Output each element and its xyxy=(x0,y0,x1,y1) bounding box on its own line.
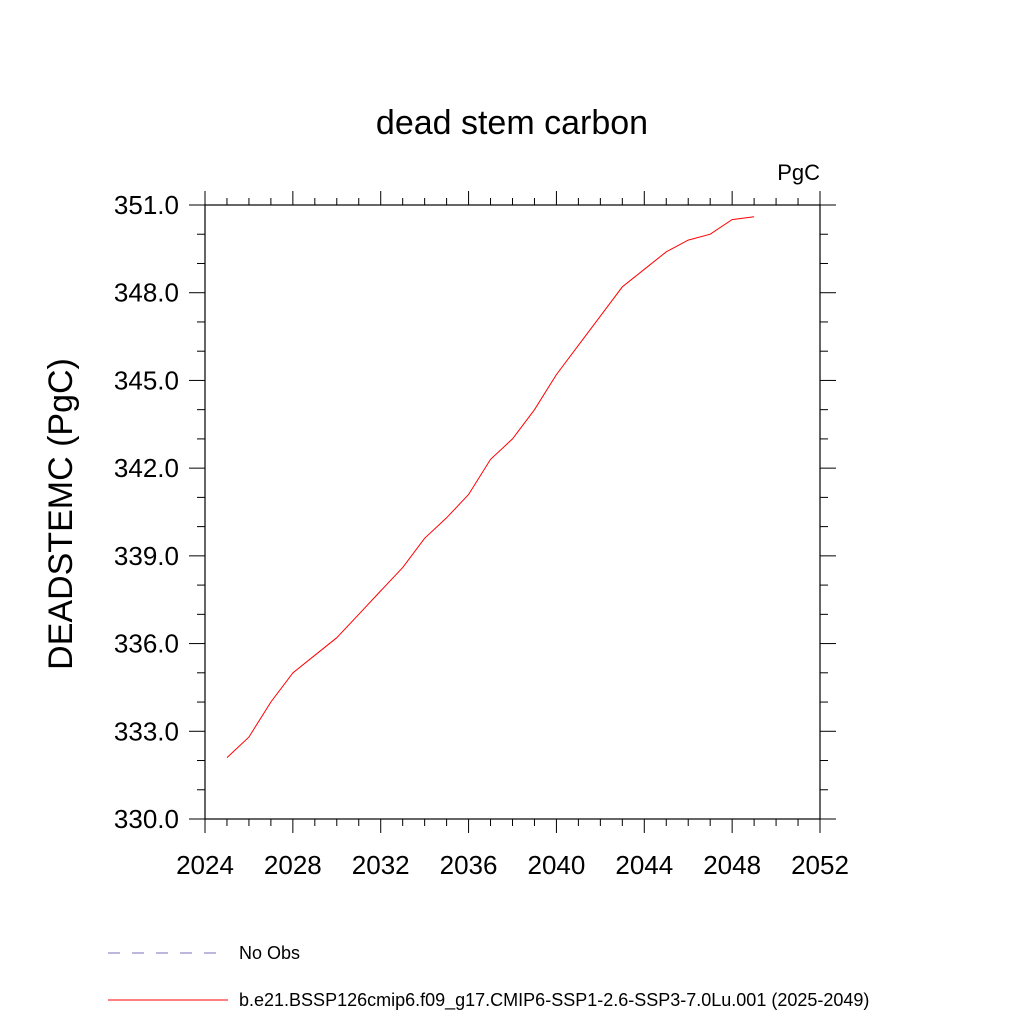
y-axis-label: DEADSTEMC (PgC) xyxy=(42,358,80,670)
axis-tick-labels: 2024 2028 2032 2036 2040 2044 2048 2052 330.0 333… xyxy=(114,190,849,880)
x-tick-label: 2052 xyxy=(791,850,849,880)
y-tick-label: 333.0 xyxy=(114,716,179,746)
x-tick-label: 2036 xyxy=(440,850,498,880)
y-tick-label: 339.0 xyxy=(114,541,179,571)
y-tick-label: 330.0 xyxy=(114,804,179,834)
series-layer xyxy=(226,216,755,758)
axis-ticks xyxy=(189,191,836,833)
units-label: PgC xyxy=(777,160,820,185)
series-line-0 xyxy=(226,216,755,758)
y-tick-label: 348.0 xyxy=(114,278,179,308)
y-tick-label: 342.0 xyxy=(114,453,179,483)
legend-label-0: b.e21.BSSP126cmip6.f09_g17.CMIP6-SSP1-2.… xyxy=(239,990,869,1011)
x-tick-label: 2032 xyxy=(352,850,410,880)
x-tick-label: 2048 xyxy=(703,850,761,880)
y-tick-label: 345.0 xyxy=(114,365,179,395)
x-tick-label: 2024 xyxy=(176,850,234,880)
x-tick-label: 2040 xyxy=(528,850,586,880)
plot-frame xyxy=(204,204,821,820)
x-tick-label: 2028 xyxy=(264,850,322,880)
legend: No Obs b.e21.BSSP126cmip6.f09_g17.CMIP6-S… xyxy=(108,943,869,1011)
y-tick-label: 336.0 xyxy=(114,629,179,659)
x-tick-label: 2044 xyxy=(615,850,673,880)
y-tick-label: 351.0 xyxy=(114,190,179,220)
legend-label-1: No Obs xyxy=(239,943,300,963)
chart-title: dead stem carbon xyxy=(376,104,648,142)
